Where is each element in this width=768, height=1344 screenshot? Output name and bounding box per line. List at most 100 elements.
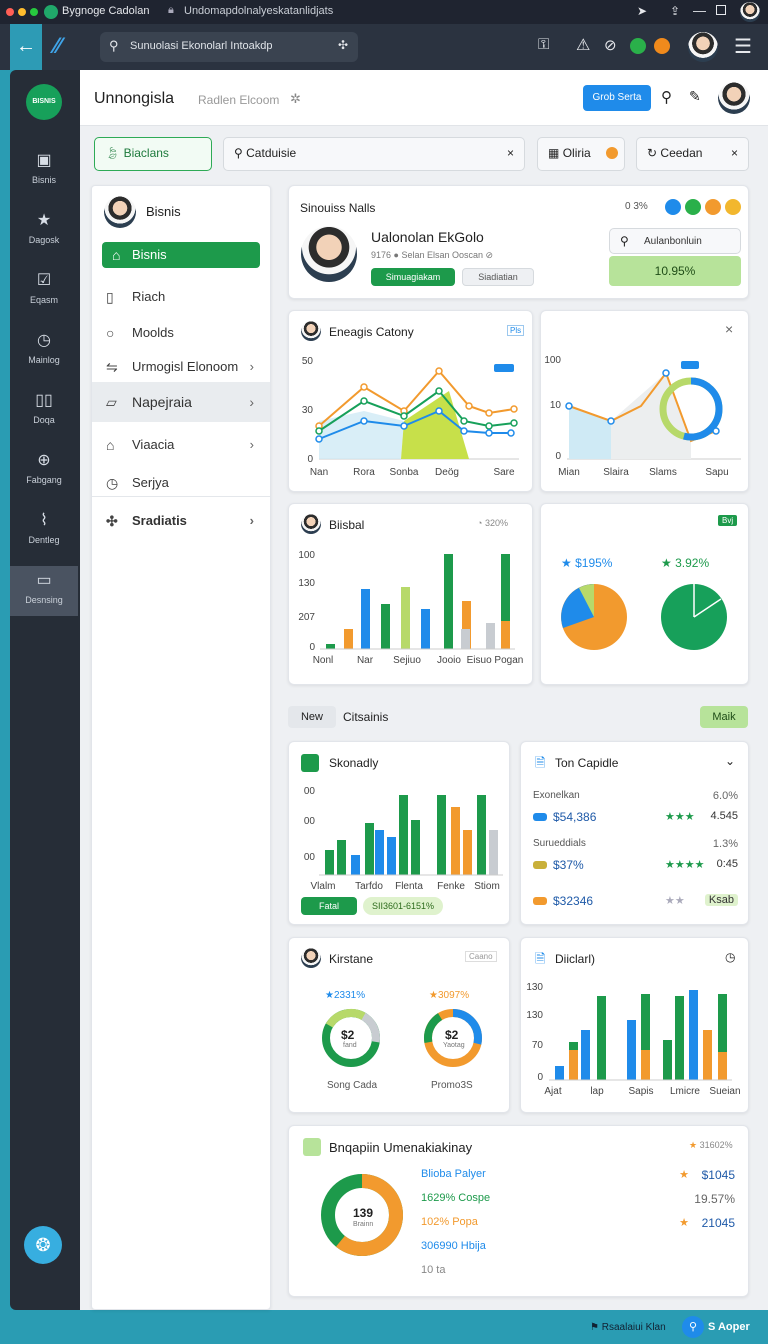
bar[interactable] <box>718 994 727 1080</box>
line-point[interactable] <box>510 405 518 413</box>
bar[interactable] <box>689 990 698 1080</box>
alert-icon[interactable]: ⚠︎ <box>576 37 591 54</box>
tab-title[interactable]: Bygnoge Cadolan <box>62 5 150 17</box>
bar[interactable] <box>463 830 472 875</box>
primary-action-button[interactable]: Grob Serta <box>583 85 651 111</box>
pin-icon[interactable]: ➤ <box>637 4 648 18</box>
extension-icon[interactable]: ✣ <box>338 38 349 52</box>
line-point[interactable] <box>485 429 493 437</box>
sk-chip-1[interactable]: Fatal <box>301 897 357 915</box>
rail-item-eqasm[interactable]: ☑ Eqasm <box>10 266 78 316</box>
menu-icon[interactable]: ☰ <box>734 36 752 58</box>
bar[interactable] <box>703 1030 712 1080</box>
line-point[interactable] <box>435 407 443 415</box>
line-point[interactable] <box>662 369 670 377</box>
bar[interactable] <box>627 1020 636 1080</box>
footer-right[interactable]: S Aoper <box>708 1321 750 1333</box>
line-point[interactable] <box>565 402 573 410</box>
bar[interactable] <box>337 840 346 875</box>
help-icon[interactable]: ⚲ <box>682 1316 704 1338</box>
bar[interactable] <box>381 604 390 649</box>
bar[interactable] <box>555 1066 564 1080</box>
sk-chip-2[interactable]: SII3601-6151% <box>363 897 443 915</box>
line-point[interactable] <box>360 397 368 405</box>
filter-search-input[interactable]: ⚲ Catduisie × <box>223 137 525 171</box>
sidebar-item-4[interactable]: ▱ Napejraia › <box>92 382 270 422</box>
sidebar-avatar[interactable] <box>104 196 136 228</box>
sparkle-icon[interactable]: ✲ <box>290 91 301 106</box>
profile-avatar[interactable] <box>688 32 718 62</box>
bar[interactable] <box>461 629 470 649</box>
bar[interactable] <box>361 589 370 649</box>
close-chip-icon[interactable]: × <box>730 146 738 160</box>
bar[interactable] <box>462 601 471 649</box>
top-row-1[interactable]: Surueddials 1.3% $37% ★★★★ 0:45 <box>533 838 738 878</box>
filter-chip-1[interactable]: ▦ Oliria <box>537 137 625 171</box>
bottom-row-4[interactable]: 10 ta <box>421 1264 739 1284</box>
bar[interactable] <box>675 996 684 1080</box>
bar[interactable] <box>326 644 335 649</box>
bar[interactable] <box>351 855 360 875</box>
bottom-row-1[interactable]: 1629% Cospe 19.57% <box>421 1192 739 1212</box>
bar[interactable] <box>486 623 495 649</box>
line-point[interactable] <box>435 367 443 375</box>
bottom-row-0[interactable]: Blioba Palyer ★ $1045 <box>421 1168 739 1188</box>
line-point[interactable] <box>315 427 323 435</box>
user-avatar[interactable] <box>740 2 760 22</box>
bar[interactable] <box>501 554 510 649</box>
restore-icon[interactable] <box>716 5 726 15</box>
blocked-icon[interactable]: ⊘ <box>604 37 617 54</box>
clear-icon[interactable]: × <box>506 146 514 160</box>
minimize-window-icon[interactable] <box>18 8 26 16</box>
bar[interactable] <box>501 621 510 649</box>
line-point[interactable] <box>465 402 473 410</box>
orange-status-icon[interactable] <box>654 38 670 54</box>
line-point[interactable] <box>460 427 468 435</box>
clock-icon[interactable]: ◷ <box>725 950 736 964</box>
section-tab-new[interactable]: New <box>288 706 336 728</box>
sidebar-item-0[interactable]: ⌂ Bisnis <box>102 242 260 268</box>
line-point[interactable] <box>485 409 493 417</box>
line-point[interactable] <box>360 417 368 425</box>
line-point[interactable] <box>435 387 443 395</box>
bar[interactable] <box>451 807 460 875</box>
top-row-2[interactable]: $32346 ★★ Ksab <box>533 894 738 934</box>
bar[interactable] <box>365 823 374 875</box>
sidebar-item-5[interactable]: ⌂ Viaacia › <box>92 426 270 464</box>
contact-tag-1[interactable]: Simuagiakam <box>371 268 455 286</box>
line-point[interactable] <box>510 419 518 427</box>
bar[interactable] <box>718 1052 727 1080</box>
header-avatar[interactable] <box>718 82 750 114</box>
contact-avatar[interactable] <box>301 226 357 282</box>
close-window-icon[interactable] <box>6 8 14 16</box>
bar[interactable] <box>641 1050 650 1080</box>
bottom-row-3[interactable]: 306990 Hbija <box>421 1240 739 1260</box>
line-point[interactable] <box>400 422 408 430</box>
rail-item-fabgang[interactable]: ⊕ Fabgang <box>10 446 78 496</box>
line-point[interactable] <box>485 422 493 430</box>
sidebar-item-7[interactable]: ✣ Sradiatis › <box>92 502 270 540</box>
share-icon[interactable]: ⇪ <box>670 4 681 18</box>
top-row-0[interactable]: Exonelkan 6.0% $54,386 ★★★ 4.545 <box>533 790 738 830</box>
line-point[interactable] <box>607 417 615 425</box>
sidebar-item-3[interactable]: ⇋ Urmogisl Elonoom › <box>92 348 270 386</box>
bar[interactable] <box>399 795 408 875</box>
bar[interactable] <box>421 609 430 649</box>
bar[interactable] <box>344 629 353 649</box>
green-status-icon[interactable] <box>630 38 646 54</box>
bar[interactable] <box>489 830 498 875</box>
bar[interactable] <box>477 795 486 875</box>
sidebar-item-6[interactable]: ◷ Serjya <box>92 464 270 502</box>
bar[interactable] <box>641 994 650 1080</box>
assistant-icon[interactable]: ❂ <box>24 1226 62 1264</box>
maximize-window-icon[interactable] <box>30 8 38 16</box>
url-text[interactable]: Undomapdolnalyeskatanlidjats <box>184 5 334 17</box>
rail-item-bisnis[interactable]: ▣ Bisnis <box>10 146 78 196</box>
section-action-button[interactable]: Maik <box>700 706 748 728</box>
bar[interactable] <box>597 996 606 1080</box>
filter-chip-2[interactable]: ↻ Ceedan × <box>636 137 749 171</box>
filter-primary-button[interactable]: 🍃︎ Biaclans <box>94 137 212 171</box>
line-point[interactable] <box>460 417 468 425</box>
omnibox[interactable]: ⚲ Sunuolasi Ekonolarl Intoakdp ✣ <box>100 32 358 62</box>
edit-icon[interactable]: ✎ <box>689 88 701 104</box>
